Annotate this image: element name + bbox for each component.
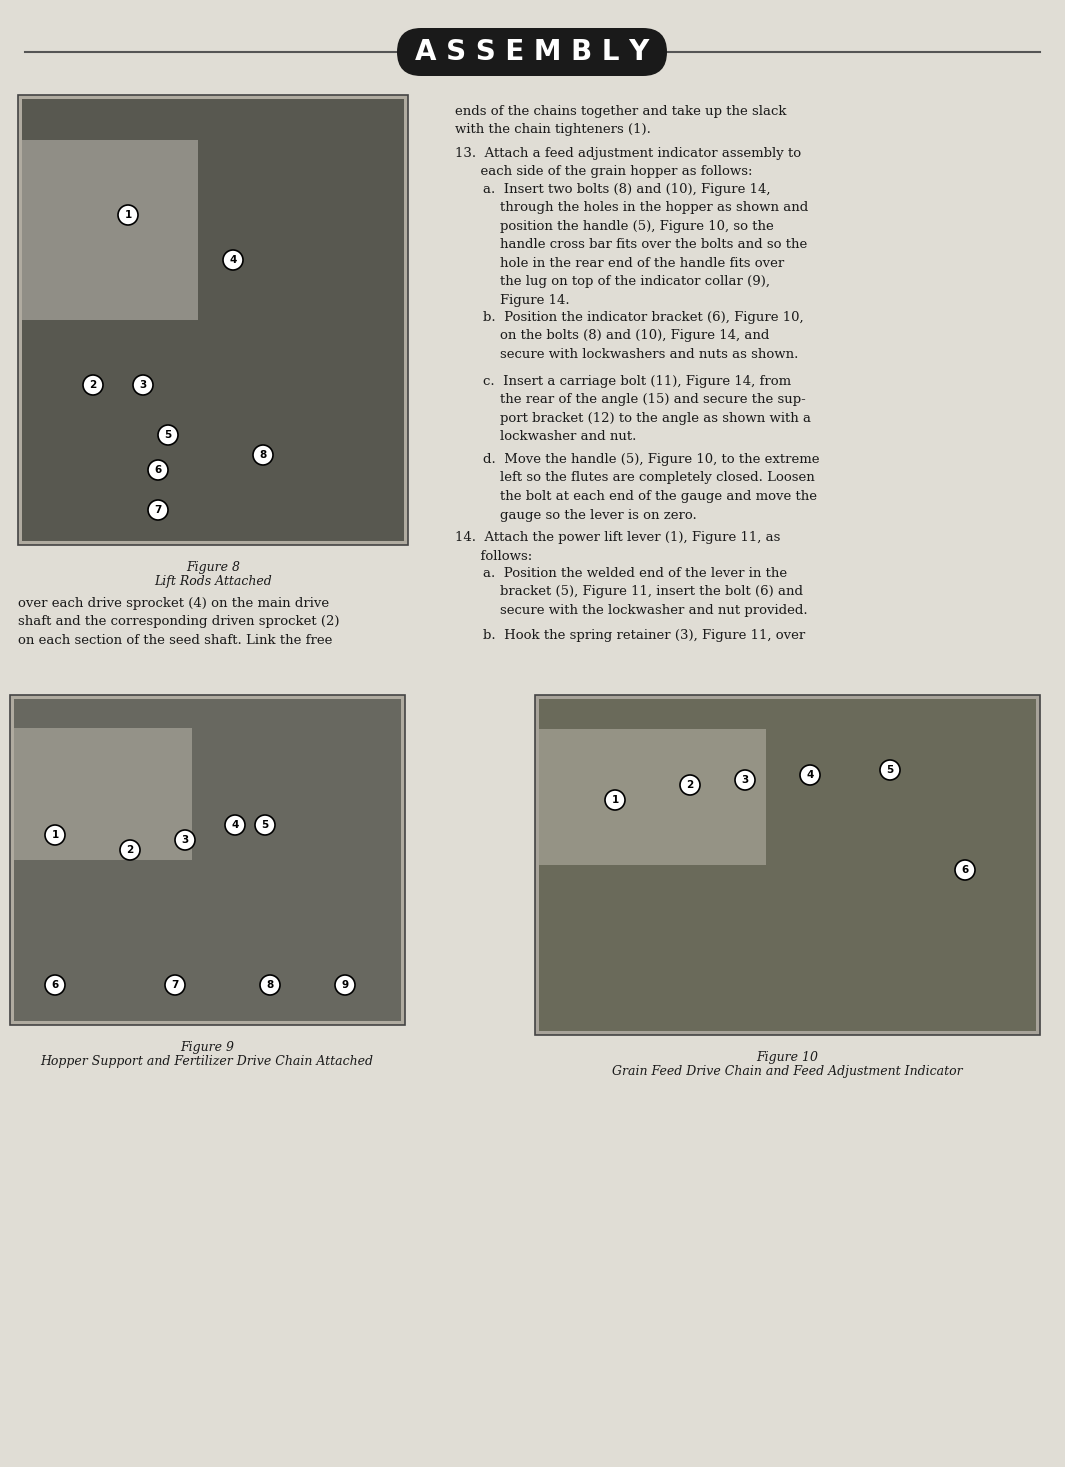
Text: 4: 4	[806, 770, 814, 780]
FancyBboxPatch shape	[397, 28, 667, 76]
Text: 8: 8	[260, 450, 266, 461]
Text: 6: 6	[962, 866, 969, 874]
Text: 2: 2	[89, 380, 97, 390]
Text: 14.  Attach the power lift lever (1), Figure 11, as
      follows:: 14. Attach the power lift lever (1), Fig…	[455, 531, 781, 562]
Circle shape	[118, 205, 138, 224]
Text: 8: 8	[266, 980, 274, 990]
Text: 3: 3	[140, 380, 147, 390]
Text: 6: 6	[51, 980, 59, 990]
Bar	[539, 698, 1036, 1031]
Text: 6: 6	[154, 465, 162, 475]
Text: Hopper Support and Fertilizer Drive Chain Attached: Hopper Support and Fertilizer Drive Chai…	[40, 1055, 374, 1068]
Text: a.  Insert two bolts (8) and (10), Figure 14,
    through the holes in the hoppe: a. Insert two bolts (8) and (10), Figure…	[484, 183, 808, 307]
Circle shape	[175, 830, 195, 849]
Text: 5: 5	[886, 764, 894, 775]
Text: b.  Hook the spring retainer (3), Figure 11, over: b. Hook the spring retainer (3), Figure …	[484, 629, 805, 643]
Bar	[535, 695, 1041, 1036]
Circle shape	[335, 976, 355, 995]
Text: c.  Insert a carriage bolt (11), Figure 14, from
    the rear of the angle (15) : c. Insert a carriage bolt (11), Figure 1…	[484, 376, 812, 443]
Circle shape	[133, 376, 153, 395]
Text: 5: 5	[261, 820, 268, 830]
Circle shape	[223, 249, 243, 270]
Text: 4: 4	[231, 820, 239, 830]
Text: 7: 7	[154, 505, 162, 515]
Text: 9: 9	[342, 980, 348, 990]
Text: Figure 8: Figure 8	[186, 560, 240, 574]
Text: 1: 1	[125, 210, 132, 220]
Circle shape	[255, 816, 275, 835]
Circle shape	[45, 824, 65, 845]
Circle shape	[253, 445, 273, 465]
Text: Lift Rods Attached: Lift Rods Attached	[154, 575, 272, 588]
Circle shape	[148, 500, 168, 519]
Text: 2: 2	[127, 845, 133, 855]
Text: 2: 2	[686, 780, 693, 791]
Circle shape	[158, 425, 178, 445]
Bar	[539, 729, 766, 866]
Text: a.  Position the welded end of the lever in the
    bracket (5), Figure 11, inse: a. Position the welded end of the lever …	[484, 568, 807, 618]
Circle shape	[83, 376, 103, 395]
Bar	[14, 698, 402, 1021]
Text: 4: 4	[229, 255, 236, 266]
Circle shape	[120, 841, 140, 860]
Circle shape	[679, 775, 700, 795]
Bar	[10, 695, 405, 1025]
Bar	[22, 98, 404, 541]
Circle shape	[800, 764, 820, 785]
Circle shape	[165, 976, 185, 995]
Text: b.  Position the indicator bracket (6), Figure 10,
    on the bolts (8) and (10): b. Position the indicator bracket (6), F…	[484, 311, 804, 361]
Text: over each drive sprocket (4) on the main drive
shaft and the corresponding drive: over each drive sprocket (4) on the main…	[18, 597, 340, 647]
Circle shape	[225, 816, 245, 835]
Bar	[18, 95, 408, 546]
Circle shape	[45, 976, 65, 995]
Circle shape	[260, 976, 280, 995]
Circle shape	[955, 860, 974, 880]
Text: A S S E M B L Y: A S S E M B L Y	[414, 38, 650, 66]
Text: 13.  Attach a feed adjustment indicator assembly to
      each side of the grain: 13. Attach a feed adjustment indicator a…	[455, 147, 801, 179]
Bar	[22, 139, 197, 320]
Text: 5: 5	[164, 430, 171, 440]
Bar	[14, 728, 192, 860]
Circle shape	[605, 791, 625, 810]
Text: Figure 10: Figure 10	[756, 1050, 818, 1064]
Circle shape	[880, 760, 900, 780]
Text: 1: 1	[51, 830, 59, 841]
Circle shape	[735, 770, 755, 791]
Text: Grain Feed Drive Chain and Feed Adjustment Indicator: Grain Feed Drive Chain and Feed Adjustme…	[611, 1065, 963, 1078]
Text: 1: 1	[611, 795, 619, 805]
Text: 3: 3	[181, 835, 189, 845]
Text: ends of the chains together and take up the slack
with the chain tighteners (1).: ends of the chains together and take up …	[455, 106, 786, 136]
Text: 7: 7	[171, 980, 179, 990]
Text: d.  Move the handle (5), Figure 10, to the extreme
    left so the flutes are co: d. Move the handle (5), Figure 10, to th…	[484, 453, 819, 521]
Circle shape	[148, 461, 168, 480]
Text: Figure 9: Figure 9	[180, 1042, 234, 1053]
Text: 3: 3	[741, 775, 749, 785]
